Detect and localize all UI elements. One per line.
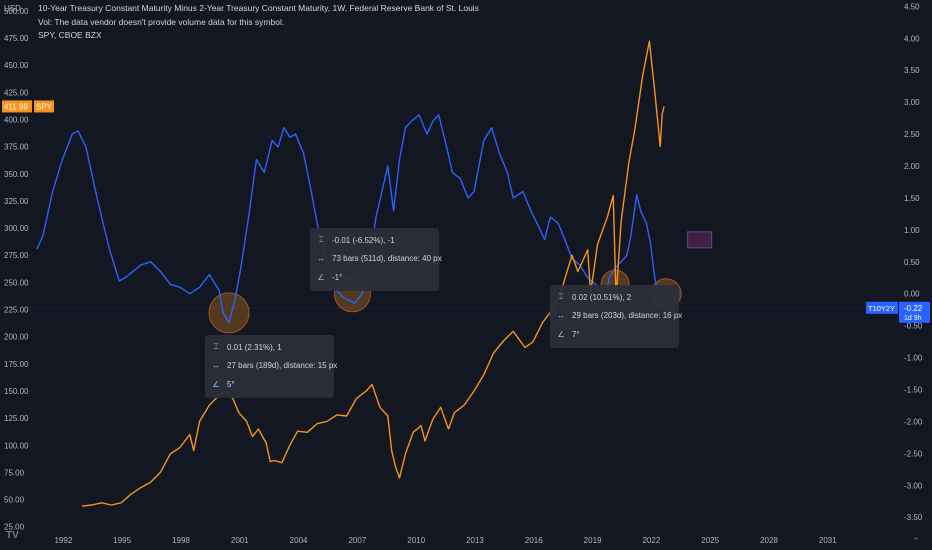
left-tick-label: 50.00 [4, 496, 25, 505]
left-tick-label: 475.00 [4, 34, 29, 43]
spy-price-label: 411.99 [4, 102, 28, 111]
x-tick-label: 2013 [466, 536, 484, 545]
measure-tooltip[interactable]: ⌶ 0.02 (10.51%), 2 ↔ 29 bars (203d), dista… [550, 285, 683, 348]
left-tick-label: 125.00 [4, 414, 29, 423]
plot-area [33, 0, 866, 530]
bars-range-icon: ↔ [317, 254, 325, 263]
right-tick-label: 2.50 [904, 130, 920, 139]
left-tick-label: 500.00 [4, 7, 29, 16]
bars-range-icon: ↔ [557, 311, 565, 320]
left-tick-label: 375.00 [4, 143, 29, 152]
bar-countdown: 1d 9h [904, 315, 922, 322]
right-tick-label: 2.00 [904, 162, 920, 171]
right-tick-label: -1.00 [904, 354, 923, 363]
measure-price-change: 0.02 (10.51%), 2 [572, 292, 632, 302]
measure-bars-distance: 27 bars (189d), distance: 15 px [227, 361, 338, 370]
right-tick-label: 1.50 [904, 194, 920, 203]
price-range-icon: ⌶ [318, 235, 324, 244]
left-tick-label: 275.00 [4, 251, 29, 260]
spy-price-label-bg [2, 100, 32, 113]
right-tick-label: -1.50 [904, 386, 923, 395]
t10y2y-symbol-tag: T10Y2Y [868, 304, 895, 313]
spy-symbol-tag-bg [34, 100, 54, 113]
x-tick-label: 2028 [760, 536, 778, 545]
left-tick-label: 175.00 [4, 360, 29, 369]
x-tick-label: 2019 [584, 536, 602, 545]
measure-price-change: -0.01 (-6.52%), -1 [332, 235, 395, 245]
right-tick-label: 3.00 [904, 98, 920, 107]
spy-symbol-tag: SPY [36, 102, 53, 111]
left-tick-label: 25.00 [4, 523, 25, 532]
x-tick-label: 2010 [407, 536, 425, 545]
measure-tooltip[interactable]: ⌶ 0.01 (2.31%), 1 ↔ 27 bars (189d), distan… [205, 335, 338, 398]
left-tick-label: 150.00 [4, 387, 29, 396]
right-tick-label: 0.50 [904, 258, 920, 267]
overlay-symbol-legend[interactable]: SPY, CBOE BZX [38, 30, 102, 40]
right-tick-label: -3.00 [904, 481, 923, 490]
t10y2y-symbol-tag-bg [866, 301, 898, 314]
t10y2y-value-label: -0.22 [904, 304, 923, 313]
left-tick-label: 225.00 [4, 306, 29, 315]
left-tick-label: 350.00 [4, 170, 29, 179]
left-tick-label: 300.00 [4, 224, 29, 233]
price-range-icon: ⌶ [558, 292, 564, 301]
x-tick-label: 2022 [642, 536, 660, 545]
x-tick-label: 2031 [819, 536, 837, 545]
chart-title[interactable]: 10-Year Treasury Constant Maturity Minus… [38, 3, 479, 13]
x-tick-label: 1998 [172, 536, 190, 545]
t10y2y-series-line [36, 114, 665, 324]
measure-angle: 5° [227, 380, 235, 389]
t10y2y-value-label-bg [899, 301, 930, 323]
x-tick-label: 2001 [231, 536, 249, 545]
left-tick-label: 100.00 [4, 441, 29, 450]
left-tick-label: 250.00 [4, 278, 29, 287]
x-tick-label: 1992 [54, 536, 72, 545]
left-tick-label: 325.00 [4, 197, 29, 206]
left-tick-label: 75.00 [4, 468, 25, 477]
left-tick-label: 200.00 [4, 333, 29, 342]
right-tick-label: 0.00 [904, 290, 920, 299]
left-tick-label: 425.00 [4, 88, 29, 97]
highlight-circle [208, 292, 250, 334]
right-tick-label: -3.50 [904, 513, 923, 522]
right-tick-label: -0.50 [904, 322, 923, 331]
right-tick-label: -2.50 [904, 449, 923, 458]
measure-angle: 7° [572, 330, 580, 339]
left-tick-label: 400.00 [4, 115, 29, 124]
right-tick-label: 1.00 [904, 226, 920, 235]
volume-note: Vol: The data vendor doesn't provide vol… [38, 17, 285, 27]
x-tick-label: 2016 [525, 536, 543, 545]
x-tick-label: 2007 [348, 536, 366, 545]
angle-icon: ∠ [557, 330, 565, 339]
measure-bars-distance: 73 bars (511d), distance: 40 px [332, 254, 442, 263]
tradingview-logo-icon[interactable]: TV [6, 530, 19, 541]
measure-angle: -1° [332, 273, 343, 282]
price-range-icon: ⌶ [213, 342, 219, 351]
right-tick-label: -2.00 [904, 417, 923, 426]
measure-bars-distance: 29 bars (203d), distance: 16 px [572, 311, 683, 320]
annotation-box [687, 231, 713, 249]
x-tick-label: 2004 [290, 536, 308, 545]
measure-tooltip[interactable]: ⌶ -0.01 (-6.52%), -1 ↔ 73 bars (511d), dis… [310, 228, 442, 291]
left-tick-label: 450.00 [4, 61, 29, 70]
right-tick-label: 4.00 [904, 34, 920, 43]
bars-range-icon: ↔ [212, 361, 220, 370]
measure-price-change: 0.01 (2.31%), 1 [227, 342, 282, 352]
x-tick-label: 1995 [113, 536, 131, 545]
axis-settings-icon: ⌃ [912, 537, 920, 547]
x-tick-label: 2025 [701, 536, 719, 545]
angle-icon: ∠ [317, 273, 325, 282]
right-tick-label: 4.50 [904, 2, 920, 11]
right-tick-label: 3.50 [904, 66, 920, 75]
spy-series-line [81, 40, 665, 507]
left-axis-unit: USD [4, 4, 21, 13]
angle-icon: ∠ [212, 380, 220, 389]
